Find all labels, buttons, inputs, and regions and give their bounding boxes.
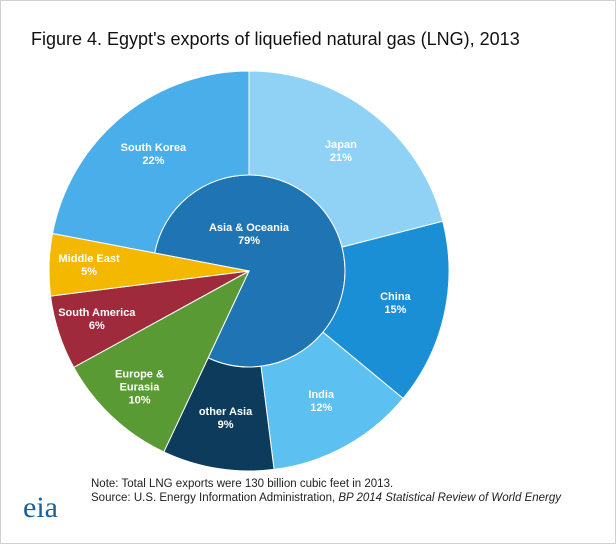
label-text: other Asia — [198, 406, 253, 419]
group-label: Asia & Oceania 79% — [204, 222, 294, 248]
sector — [48, 232, 250, 297]
source: Source: U.S. Energy Information Administ… — [91, 491, 601, 505]
label-text: Japan — [325, 139, 357, 152]
label-text: 22% — [142, 155, 165, 168]
footnote: Note: Total LNG exports were 130 billion… — [91, 477, 601, 505]
sector-label: Middle East 5% — [44, 253, 134, 279]
label-text: India — [308, 389, 335, 402]
sector-label: India 12% — [276, 389, 366, 415]
chart-title: Figure 4. Egypt's exports of liquefied n… — [31, 29, 520, 49]
outer-sector — [248, 70, 444, 248]
label-text: 6% — [88, 320, 105, 333]
note: Note: Total LNG exports were 130 billion… — [91, 478, 394, 490]
sector-label: Japan 21% — [296, 139, 386, 165]
sector-label: Europe & Eurasia 10% — [94, 368, 184, 407]
label-text: South America — [58, 307, 136, 320]
label-text: Europe & Eurasia — [115, 368, 164, 394]
label-text: Middle East — [58, 252, 120, 265]
label-text: 12% — [310, 402, 333, 415]
label-text: 10% — [128, 394, 151, 407]
sector-label: other Asia 9% — [181, 406, 271, 432]
source-text: Source: U.S. Energy Information Administ… — [91, 492, 339, 504]
label-text: 5% — [81, 265, 98, 278]
sector-label: South Korea 22% — [108, 142, 198, 168]
outer-sector — [51, 70, 250, 254]
sector-label: China 15% — [350, 291, 440, 317]
label-text: 79% — [237, 235, 261, 247]
label-text: South Korea — [120, 142, 187, 155]
logo: eia — [23, 491, 58, 524]
label-text: 21% — [329, 152, 352, 165]
label-text: 9% — [217, 419, 234, 432]
label-text: China — [380, 290, 411, 303]
source-italic: BP 2014 Statistical Review of World Ener… — [338, 492, 562, 504]
sector-label: South America 6% — [52, 307, 142, 333]
sector — [73, 269, 251, 453]
label-text: 15% — [384, 303, 407, 316]
label-text: Asia & Oceania — [208, 222, 290, 234]
